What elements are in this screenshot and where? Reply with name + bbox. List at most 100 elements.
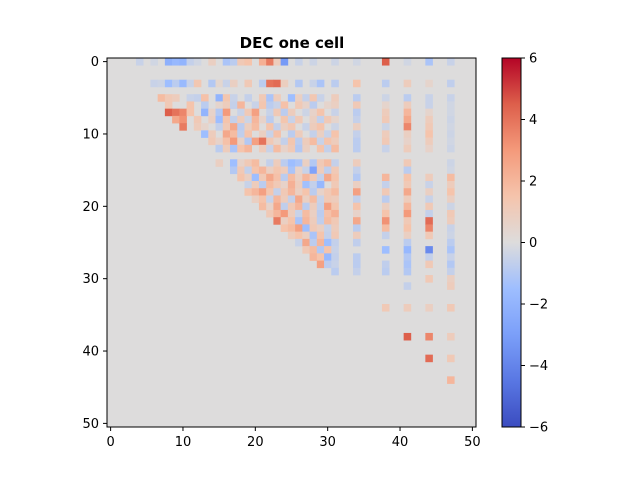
heatmap-cell <box>280 137 289 146</box>
x-tick-label: 10 <box>175 435 192 450</box>
heatmap-cell <box>302 159 310 167</box>
heatmap-cell <box>309 209 318 218</box>
heatmap-cell <box>251 137 260 146</box>
heatmap-cell <box>309 166 318 175</box>
heatmap-cell <box>309 246 318 254</box>
heatmap-cell <box>316 238 325 247</box>
heatmap-cell <box>381 246 390 254</box>
heatmap-cell <box>331 224 339 232</box>
heatmap-cell <box>273 123 281 131</box>
heatmap-cell <box>381 209 390 218</box>
heatmap-cell <box>331 130 339 138</box>
heatmap-cell <box>324 238 332 247</box>
colorbar-tick-label: −6 <box>529 421 548 436</box>
heatmap-cell <box>425 123 433 131</box>
heatmap-cell <box>316 231 325 240</box>
heatmap-cell <box>403 115 412 124</box>
heatmap-cell <box>331 79 339 88</box>
heatmap-cell <box>273 101 281 109</box>
heatmap-cell <box>403 159 412 167</box>
heatmap-cell <box>266 181 274 189</box>
heatmap-cell <box>287 217 296 225</box>
heatmap-cell <box>266 195 274 204</box>
heatmap-cell <box>381 260 390 269</box>
heatmap-cell <box>244 173 253 182</box>
heatmap-cell <box>287 224 296 232</box>
heatmap-cell <box>287 123 296 131</box>
plot-area <box>106 57 477 428</box>
heatmap-cell <box>381 217 390 225</box>
heatmap-cell <box>324 159 332 167</box>
heatmap-cell <box>280 123 289 131</box>
heatmap-cell <box>295 209 303 218</box>
heatmap-cell <box>324 202 332 211</box>
heatmap-cell <box>302 209 310 218</box>
heatmap-cell <box>425 181 433 189</box>
heatmap-cell <box>287 144 296 153</box>
heatmap-cell <box>324 195 332 204</box>
heatmap-cell <box>193 123 202 131</box>
heatmap-cell <box>201 101 209 109</box>
colorbar-tick-label: 2 <box>529 175 537 190</box>
y-tick-label: 20 <box>82 200 99 215</box>
heatmap-cell <box>172 94 180 102</box>
heatmap-cell <box>447 115 455 124</box>
heatmap-cell <box>331 101 339 109</box>
heatmap-cell <box>324 246 332 254</box>
heatmap-cell <box>237 159 245 167</box>
chart-title: DEC one cell <box>240 34 345 52</box>
heatmap-cell <box>273 108 281 117</box>
heatmap-cell <box>316 159 325 167</box>
colorbar-ticks: −6 −4 −2 0 2 4 6 <box>521 52 548 436</box>
heatmap-cell <box>447 224 455 232</box>
heatmap-cell <box>287 181 296 189</box>
heatmap-cell <box>403 224 412 232</box>
heatmap-cell <box>309 94 318 102</box>
heatmap-cell <box>215 115 224 124</box>
x-tick-label: 0 <box>106 435 114 450</box>
heatmap-cell <box>295 58 303 66</box>
heatmap-cell <box>230 166 238 175</box>
heatmap-cell <box>222 101 231 109</box>
heatmap-cell <box>447 209 455 218</box>
heatmap-cell <box>316 181 325 189</box>
heatmap-cell <box>237 144 245 153</box>
heatmap-cell <box>302 224 310 232</box>
heatmap-cell <box>316 130 325 138</box>
heatmap-cell <box>215 94 224 102</box>
heatmap-cell <box>353 166 361 175</box>
heatmap-cell <box>230 101 238 109</box>
heatmap-cell <box>403 94 412 102</box>
heatmap-cell <box>258 101 267 109</box>
heatmap-cell <box>324 224 332 232</box>
heatmap-cell <box>280 217 289 225</box>
heatmap-cell <box>280 188 289 196</box>
heatmap-cell <box>353 217 361 225</box>
heatmap-cell <box>251 123 260 131</box>
heatmap-cell <box>295 166 303 175</box>
heatmap-cell <box>425 108 433 117</box>
heatmap-cell <box>215 108 224 117</box>
heatmap-cell <box>215 101 224 109</box>
heatmap-cell <box>403 195 412 204</box>
heatmap-cell <box>201 130 209 138</box>
heatmap-cell <box>447 58 455 66</box>
heatmap-cell <box>425 94 433 102</box>
heatmap-cell <box>447 275 455 283</box>
heatmap-cell <box>295 159 303 167</box>
heatmap-cell <box>403 304 412 312</box>
heatmap-cell <box>425 275 433 283</box>
heatmap-cell <box>172 79 180 88</box>
heatmap-cell <box>150 79 158 88</box>
heatmap-cell <box>302 166 310 175</box>
x-tick-label: 40 <box>392 435 409 450</box>
heatmap-cell <box>316 188 325 196</box>
heatmap-cell <box>324 144 332 153</box>
heatmap-cell <box>186 101 195 109</box>
heatmap-cell <box>447 267 455 276</box>
heatmap-cell <box>287 137 296 146</box>
heatmap-cell <box>447 137 455 146</box>
heatmap-cell <box>447 166 455 175</box>
heatmap-cell <box>179 79 187 88</box>
